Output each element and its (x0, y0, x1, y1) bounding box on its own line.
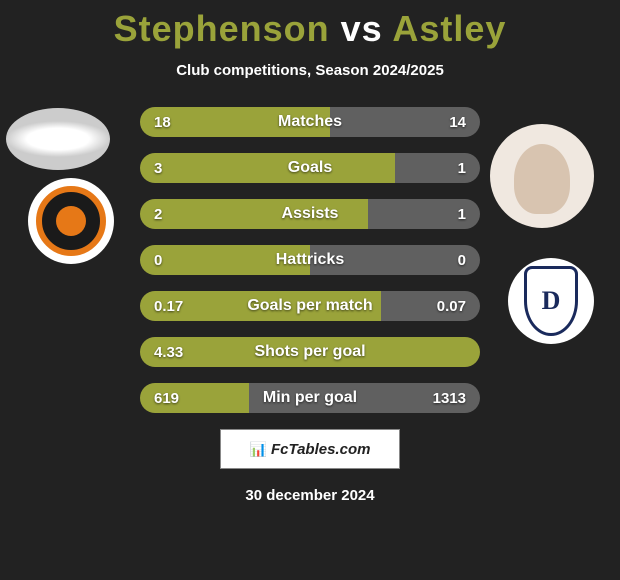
page-title: Stephenson vs Astley (0, 0, 620, 50)
club-badge-icon: D (524, 266, 578, 336)
subtitle: Club competitions, Season 2024/2025 (0, 62, 620, 79)
stat-left-value: 18 (154, 114, 171, 131)
snapshot-date: 30 december 2024 (0, 487, 620, 504)
stat-right-value: 14 (449, 114, 466, 131)
stat-left-value: 3 (154, 160, 162, 177)
stat-bar: 31Goals (140, 153, 480, 183)
stat-right-value: 1313 (433, 390, 466, 407)
player-left-name: Stephenson (114, 8, 330, 49)
stat-left-value: 2 (154, 206, 162, 223)
site-label: FcTables.com (271, 441, 370, 458)
stat-bar: 4.33Shots per goal (140, 337, 480, 367)
player-right-club-badge: D (508, 258, 594, 344)
stat-left-value: 0.17 (154, 298, 183, 315)
stat-bar: 00Hattricks (140, 245, 480, 275)
stat-right-value: 1 (458, 206, 466, 223)
stat-right-value: 1 (458, 160, 466, 177)
player-right-avatar (490, 124, 594, 228)
site-logo: 📊 FcTables.com (220, 429, 400, 469)
stat-left-value: 4.33 (154, 344, 183, 361)
stat-bar: 6191313Min per goal (140, 383, 480, 413)
stat-left-value: 0 (154, 252, 162, 269)
vs-text: vs (341, 8, 383, 49)
stat-right-value: 0.07 (437, 298, 466, 315)
stats-bars: 1814Matches31Goals21Assists00Hattricks0.… (140, 107, 480, 413)
player-left-avatar (6, 108, 110, 170)
chart-icon: 📊 (250, 441, 267, 458)
stat-bar: 1814Matches (140, 107, 480, 137)
player-right-name: Astley (392, 8, 506, 49)
club-badge-icon (36, 186, 106, 256)
stat-bar: 0.170.07Goals per match (140, 291, 480, 321)
stat-left-value: 619 (154, 390, 179, 407)
player-left-club-badge (28, 178, 114, 264)
stat-bar: 21Assists (140, 199, 480, 229)
stat-right-value: 0 (458, 252, 466, 269)
